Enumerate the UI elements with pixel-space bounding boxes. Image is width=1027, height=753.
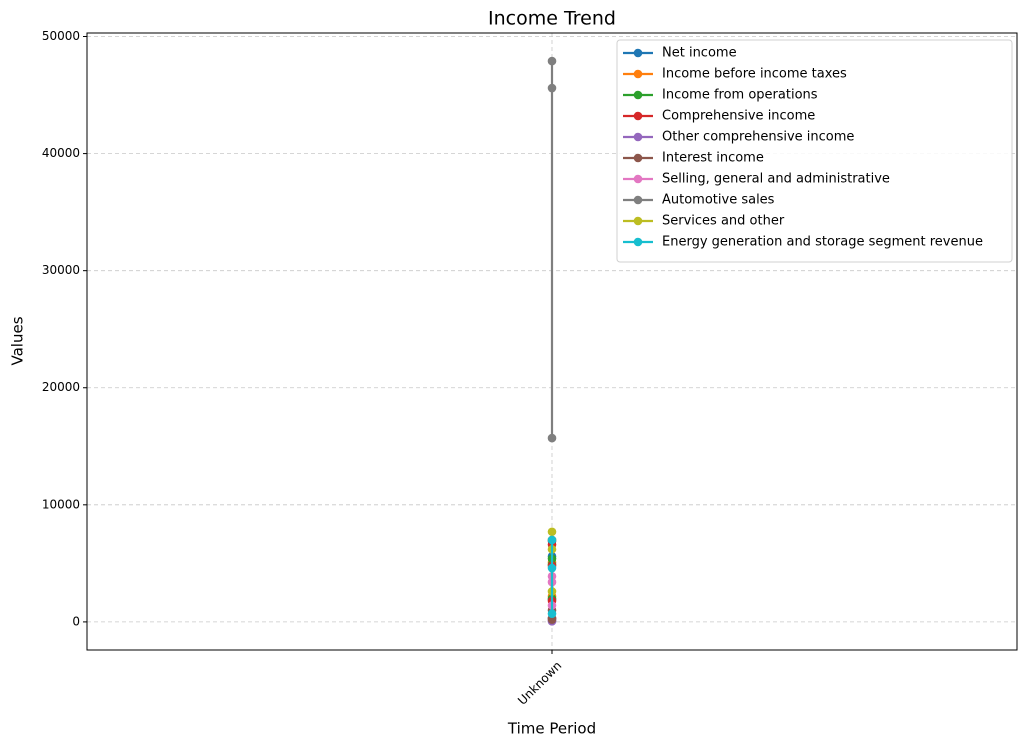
legend-label: Net income <box>662 46 737 61</box>
legend-label: Services and other <box>662 214 785 229</box>
x-axis-label: Time Period <box>507 720 596 738</box>
y-tick-label: 0 <box>72 614 80 628</box>
legend-label: Energy generation and storage segment re… <box>662 235 983 250</box>
legend-marker <box>633 69 643 79</box>
marker <box>547 433 557 443</box>
y-tick-label: 40000 <box>42 146 80 160</box>
marker <box>547 527 557 537</box>
legend-label: Comprehensive income <box>662 109 815 124</box>
legend-marker <box>633 153 643 163</box>
legend-label: Selling, general and administrative <box>662 172 890 187</box>
legend-marker <box>633 174 643 184</box>
legend-marker <box>633 216 643 226</box>
legend-marker <box>633 90 643 100</box>
legend-box <box>616 39 1013 263</box>
marker <box>547 56 557 66</box>
legend-marker <box>633 195 643 205</box>
marker <box>547 563 557 573</box>
legend-label: Other comprehensive income <box>662 130 854 145</box>
legend: Net income Income before income taxes Inco… <box>616 39 1013 263</box>
y-tick-label: 10000 <box>42 497 80 511</box>
marker <box>547 535 557 545</box>
y-tick-label: 50000 <box>42 29 80 43</box>
marker <box>547 83 557 93</box>
plot-frame <box>86 32 1018 651</box>
legend-label: Income from operations <box>662 88 818 103</box>
legend-label: Interest income <box>662 151 764 166</box>
legend-marker <box>633 237 643 247</box>
legend-label: Automotive sales <box>662 193 775 208</box>
legend-label: Income before income taxes <box>662 67 847 82</box>
chart-title: Income Trend <box>488 8 616 30</box>
legend-marker <box>633 132 643 142</box>
y-tick-label: 30000 <box>42 263 80 277</box>
legend-marker <box>633 111 643 121</box>
marker <box>547 609 557 619</box>
legend-marker <box>633 48 643 58</box>
y-axis-label: Values <box>9 316 27 365</box>
y-tick-label: 20000 <box>42 380 80 394</box>
